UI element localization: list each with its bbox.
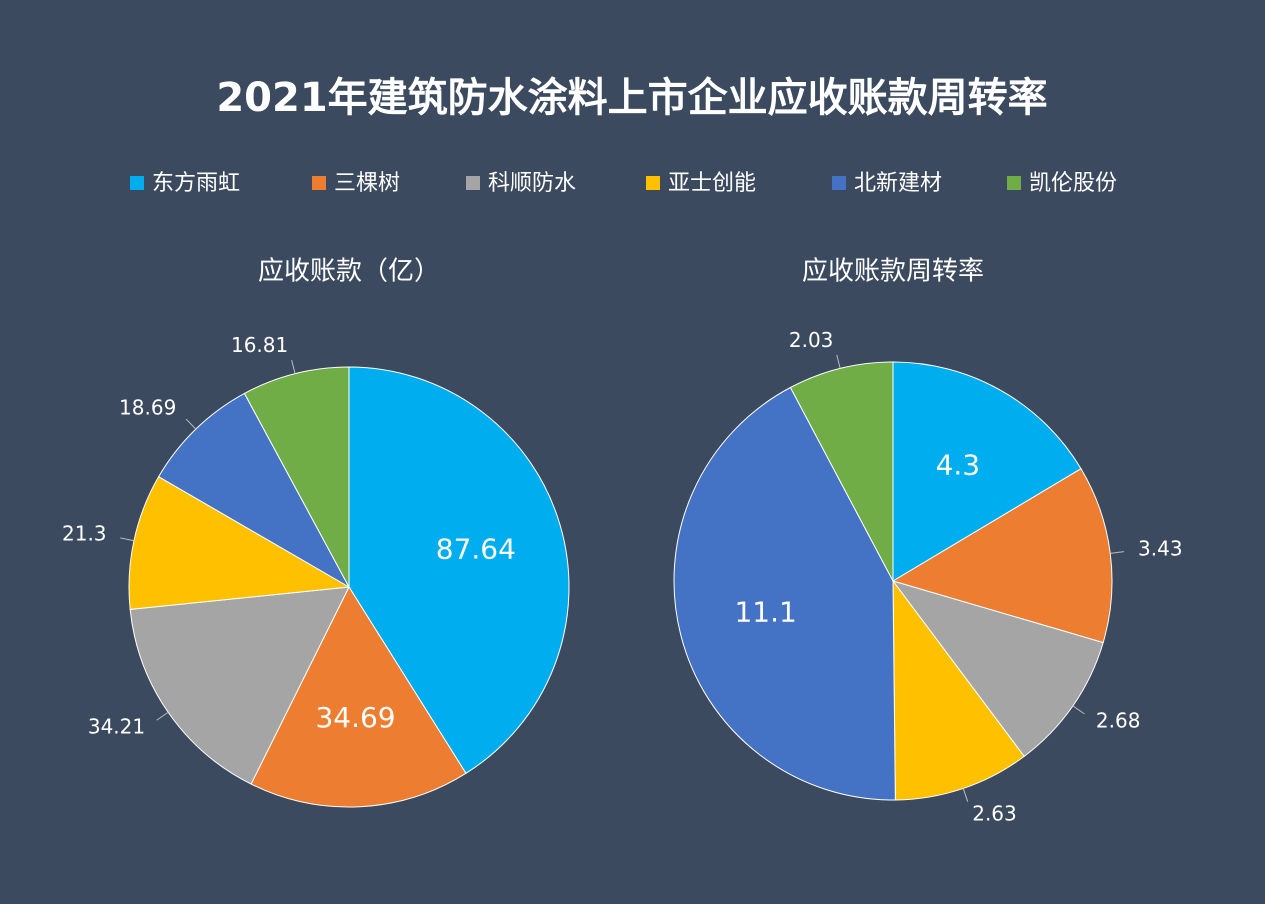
pie-slice: [250, 585, 467, 808]
leader-line: [1072, 705, 1085, 715]
data-label: 21.3: [62, 521, 107, 545]
leader-line: [836, 354, 841, 369]
data-label: 18.69: [119, 396, 176, 420]
data-label: 11.1: [734, 595, 796, 628]
pie-slice: [789, 361, 894, 582]
legend-label: 三棵树: [334, 171, 400, 196]
pie-slice: [892, 361, 1082, 582]
title: 2021年建筑防水涂料上市企业应收账款周转率: [216, 75, 1047, 121]
pie-slice: [892, 579, 1025, 801]
data-label: 87.64: [436, 532, 516, 565]
legend-swatch: [832, 176, 846, 190]
leader-line: [291, 360, 296, 374]
legend-label: 东方雨虹: [152, 171, 240, 196]
data-label: 2.68: [1096, 708, 1141, 732]
pie-slice: [348, 366, 570, 775]
legend-label: 科顺防水: [488, 171, 576, 196]
legend-swatch: [646, 176, 660, 190]
data-label: 4.3: [936, 449, 981, 482]
leader-line: [120, 537, 135, 542]
legend-swatch: [1007, 176, 1021, 190]
pie-slice: [129, 586, 350, 785]
pie-slice: [128, 475, 351, 610]
leader-line: [185, 418, 197, 430]
chart-subtitle: 应收账款周转率: [802, 257, 984, 287]
leader-line: [156, 711, 169, 721]
legend-swatch: [130, 176, 144, 190]
data-label: 2.03: [789, 328, 834, 352]
leader-line: [1110, 551, 1125, 554]
pie-slice: [673, 386, 896, 801]
leader-line: [962, 788, 969, 802]
chart-subtitle: 应收账款（亿）: [258, 257, 440, 287]
legend-label: 亚士创能: [668, 171, 756, 196]
data-label: 34.21: [88, 715, 145, 739]
legend-label: 北新建材: [854, 171, 942, 196]
pie-slice: [243, 366, 350, 588]
legend-swatch: [312, 176, 326, 190]
pie-slice: [891, 468, 1113, 644]
data-label: 34.69: [315, 701, 395, 734]
data-label: 2.63: [972, 801, 1017, 825]
data-label: 16.81: [231, 333, 288, 357]
legend-label: 凯伦股份: [1029, 171, 1117, 196]
legend-swatch: [466, 176, 480, 190]
data-label: 3.43: [1138, 536, 1183, 560]
